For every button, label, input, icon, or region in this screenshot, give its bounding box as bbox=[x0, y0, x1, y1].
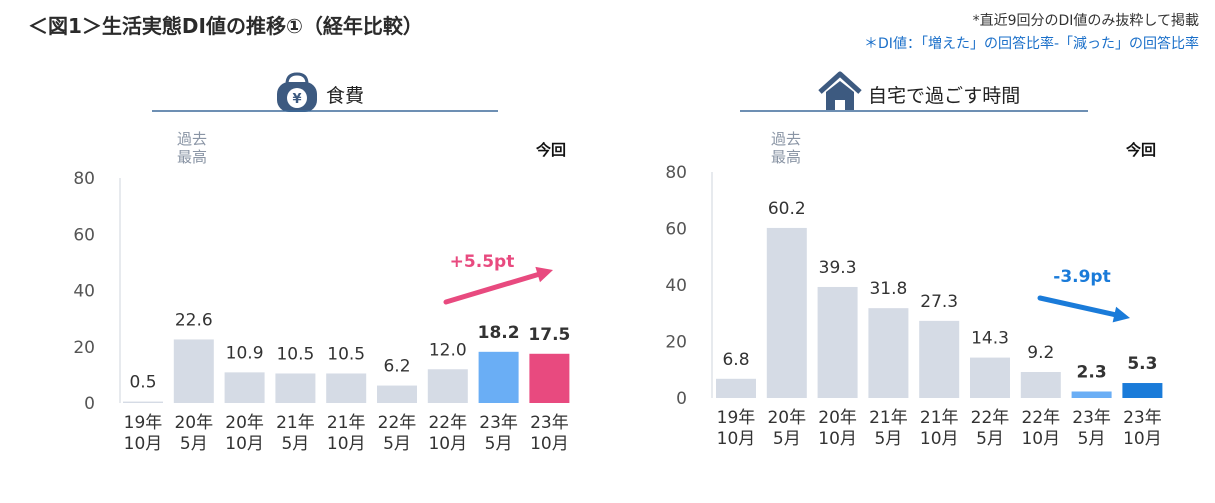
food-bar bbox=[123, 401, 163, 403]
food-data-label: 17.5 bbox=[528, 325, 570, 345]
home-data-label: 6.8 bbox=[722, 350, 749, 370]
home-bar bbox=[970, 357, 1010, 398]
food-bar bbox=[326, 373, 367, 403]
food-data-label: 10.5 bbox=[327, 344, 365, 364]
home-x-tick-label: 22年 5月 bbox=[971, 408, 1010, 449]
home-data-label: 14.3 bbox=[971, 329, 1009, 349]
food-data-label: 10.5 bbox=[276, 344, 314, 364]
food-change-arrowhead bbox=[535, 266, 553, 283]
home-bar bbox=[817, 286, 858, 398]
home-y-tick-label: 60 bbox=[665, 220, 687, 240]
home-data-label: 27.3 bbox=[920, 292, 958, 312]
food-x-tick-label: 23年 5月 bbox=[479, 413, 518, 454]
food-x-tick-label: 21年 10月 bbox=[327, 413, 366, 454]
home-change-label: -3.9pt bbox=[1053, 267, 1110, 287]
food-y-tick-label: 40 bbox=[73, 282, 95, 302]
food-data-label: 12.0 bbox=[429, 340, 467, 360]
food-panel-title: 食費 bbox=[326, 85, 364, 107]
food-x-tick-label: 22年 10月 bbox=[428, 413, 467, 454]
note-data-scope: *直近9回分のDI値のみ抜粋して掲載 bbox=[972, 13, 1199, 29]
home-bar bbox=[919, 320, 960, 398]
home-change-arrowhead bbox=[1112, 306, 1130, 323]
house-icon bbox=[826, 81, 854, 110]
food-y-tick-label: 80 bbox=[73, 169, 95, 189]
food-bar bbox=[173, 339, 214, 403]
home-bar bbox=[716, 378, 756, 398]
home-x-tick-label: 21年 10月 bbox=[920, 408, 959, 449]
home-bar bbox=[1122, 383, 1163, 398]
home-x-tick-label: 19年 10月 bbox=[717, 408, 756, 449]
food-data-label: 18.2 bbox=[478, 323, 520, 343]
home-bar bbox=[1020, 372, 1061, 398]
home-x-tick-label: 20年 10月 bbox=[818, 408, 857, 449]
food-x-tick-label: 22年 5月 bbox=[378, 413, 417, 454]
food-y-tick-label: 0 bbox=[84, 394, 95, 414]
food-bar bbox=[427, 369, 468, 403]
home-panel-title: 自宅で過ごす時間 bbox=[868, 85, 1020, 107]
food-data-label: 22.6 bbox=[175, 310, 213, 330]
food-x-tick-label: 20年 5月 bbox=[174, 413, 213, 454]
food-x-tick-label: 20年 10月 bbox=[225, 413, 264, 454]
home-past-max-label: 過去最高 bbox=[771, 130, 801, 166]
food-x-tick-label: 19年 10月 bbox=[124, 413, 163, 454]
home-data-label: 9.2 bbox=[1027, 343, 1054, 363]
home-y-tick-label: 80 bbox=[665, 163, 687, 183]
food-bar bbox=[377, 385, 417, 403]
food-data-label: 6.2 bbox=[383, 357, 410, 377]
home-y-tick-label: 0 bbox=[676, 389, 687, 409]
food-past-max-label: 過去最高 bbox=[177, 130, 207, 166]
home-y-tick-label: 20 bbox=[665, 333, 687, 353]
home-data-label: 5.3 bbox=[1127, 354, 1157, 374]
purse-clasp bbox=[285, 72, 309, 85]
food-bar bbox=[275, 373, 316, 403]
home-data-label: 31.8 bbox=[869, 279, 907, 299]
food-current-label: 今回 bbox=[535, 141, 566, 159]
home-x-tick-label: 22年 10月 bbox=[1021, 408, 1060, 449]
home-bar bbox=[1071, 391, 1112, 398]
home-y-tick-label: 40 bbox=[665, 276, 687, 296]
home-data-label: 39.3 bbox=[819, 258, 857, 278]
food-y-tick-label: 60 bbox=[73, 225, 95, 245]
home-x-tick-label: 23年 10月 bbox=[1123, 408, 1162, 449]
home-bar bbox=[868, 308, 909, 398]
house-roof bbox=[818, 71, 862, 94]
yen-symbol: ¥ bbox=[292, 92, 301, 107]
food-data-label: 10.9 bbox=[226, 343, 264, 363]
food-x-tick-label: 21年 5月 bbox=[276, 413, 315, 454]
food-data-label: 0.5 bbox=[129, 373, 156, 393]
food-change-arrow bbox=[443, 272, 541, 305]
home-x-tick-label: 21年 5月 bbox=[869, 408, 908, 449]
food-bar bbox=[529, 353, 570, 403]
home-data-label: 60.2 bbox=[768, 199, 806, 219]
home-x-tick-label: 20年 5月 bbox=[767, 408, 806, 449]
food-change-label: +5.5pt bbox=[450, 252, 515, 272]
home-change-arrow bbox=[1037, 295, 1117, 318]
home-bar bbox=[766, 227, 807, 398]
food-x-tick-label: 23年 10月 bbox=[530, 413, 569, 454]
food-y-tick-label: 20 bbox=[73, 338, 95, 358]
home-data-label: 2.3 bbox=[1077, 363, 1107, 383]
note-di-definition: ＊DI値：「増えた」の回答比率-「減った」の回答比率 bbox=[864, 36, 1199, 52]
food-bar bbox=[478, 351, 519, 403]
home-x-tick-label: 23年 5月 bbox=[1072, 408, 1111, 449]
yen-coin bbox=[287, 88, 307, 108]
page-title: ＜図1＞生活実態DI値の推移①（経年比較） bbox=[28, 14, 423, 38]
home-current-label: 今回 bbox=[1125, 141, 1156, 159]
food-bar bbox=[224, 372, 265, 403]
